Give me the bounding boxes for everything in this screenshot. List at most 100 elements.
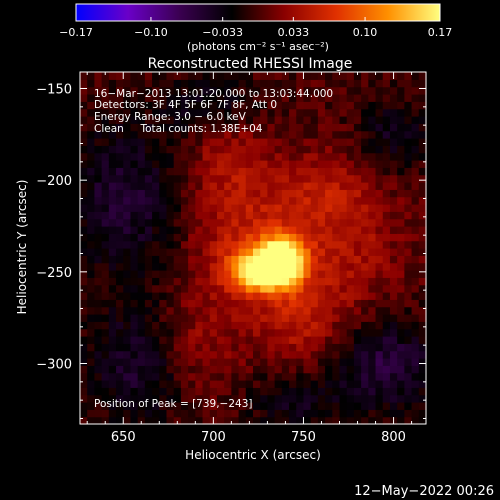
- heatmap-cell: [116, 86, 124, 95]
- heatmap-cell: [404, 284, 413, 293]
- heatmap-cell: [173, 328, 182, 337]
- heatmap-cell: [180, 248, 189, 256]
- heatmap-cell: [116, 79, 124, 88]
- heatmap-cell: [144, 343, 153, 352]
- heatmap-cell: [216, 299, 225, 308]
- heatmap-cell: [253, 255, 261, 264]
- heatmap-cell: [108, 79, 117, 88]
- heatmap-cell: [137, 372, 146, 381]
- heatmap-cell: [188, 145, 196, 154]
- heatmap-cell: [289, 394, 297, 403]
- heatmap-cell: [274, 189, 283, 198]
- heatmap-cell: [87, 409, 96, 418]
- heatmap-cell: [159, 211, 168, 220]
- heatmap-cell: [166, 152, 175, 161]
- heatmap-cell: [310, 394, 319, 403]
- heatmap-cell: [353, 277, 362, 286]
- heatmap-cell: [325, 160, 333, 168]
- heatmap-cell: [108, 226, 117, 234]
- heatmap-cell: [108, 86, 117, 95]
- heatmap-cell: [137, 79, 146, 88]
- heatmap-cell: [108, 116, 117, 124]
- heatmap-cell: [231, 174, 240, 183]
- heatmap-cell: [195, 101, 204, 110]
- heatmap-cell: [332, 387, 341, 396]
- heatmap-cell: [108, 160, 117, 168]
- heatmap-cell: [289, 314, 297, 322]
- heatmap-cell: [231, 101, 240, 110]
- heatmap-cell: [317, 402, 326, 410]
- heatmap-cell: [310, 262, 319, 271]
- heatmap-cell: [353, 306, 362, 315]
- heatmap-cell: [375, 270, 384, 278]
- heatmap-cell: [159, 299, 168, 308]
- x-tick-label: 750: [291, 430, 316, 445]
- heatmap-cell: [339, 365, 348, 374]
- heatmap-cell: [116, 138, 124, 146]
- heatmap-cell: [368, 182, 377, 190]
- heatmap-cell: [281, 116, 290, 124]
- heatmap-cell: [260, 380, 269, 388]
- heatmap-cell: [216, 387, 225, 396]
- heatmap-cell: [80, 152, 88, 161]
- heatmap-cell: [397, 233, 405, 242]
- heatmap-cell: [260, 358, 269, 366]
- heatmap-cell: [166, 306, 175, 315]
- heatmap-cell: [216, 372, 225, 381]
- heatmap-cell: [411, 314, 420, 322]
- heatmap-cell: [152, 116, 160, 124]
- heatmap-cell: [195, 255, 204, 264]
- heatmap-cell: [231, 372, 240, 381]
- heatmap-cell: [123, 306, 132, 315]
- heatmap-cell: [245, 152, 254, 161]
- heatmap-cell: [108, 211, 117, 220]
- heatmap-cell: [144, 204, 153, 212]
- heatmap-cell: [238, 306, 247, 315]
- heatmap-cell: [267, 416, 276, 425]
- heatmap-cell: [382, 262, 391, 271]
- heatmap-cell: [94, 328, 103, 337]
- heatmap-cell: [375, 72, 384, 80]
- heatmap-cell: [296, 299, 305, 308]
- heatmap-cell: [94, 108, 103, 117]
- heatmap-cell: [202, 380, 211, 388]
- heatmap-cell: [245, 409, 254, 418]
- heatmap-cell: [231, 204, 240, 212]
- heatmap-cell: [238, 123, 247, 132]
- heatmap-cell: [144, 79, 153, 88]
- heatmap-cell: [404, 328, 413, 337]
- heatmap-cell: [253, 365, 261, 374]
- heatmap-cell: [274, 94, 283, 102]
- heatmap-cell: [339, 321, 348, 330]
- heatmap-cell: [332, 365, 341, 374]
- heatmap-cell: [137, 233, 146, 242]
- heatmap-cell: [130, 299, 139, 308]
- heatmap-cell: [253, 160, 261, 168]
- heatmap-cell: [159, 372, 168, 381]
- heatmap-cell: [116, 189, 124, 198]
- heatmap-cell: [339, 248, 348, 256]
- heatmap-cell: [253, 79, 261, 88]
- heatmap-cell: [195, 402, 204, 410]
- heatmap-cell: [332, 123, 341, 132]
- heatmap-cell: [397, 343, 405, 352]
- heatmap-cell: [87, 372, 96, 381]
- heatmap-cell: [267, 270, 276, 278]
- heatmap-cell: [245, 270, 254, 278]
- heatmap-cell: [123, 86, 132, 95]
- heatmap-cell: [361, 196, 369, 205]
- heatmap-cell: [303, 86, 312, 95]
- heatmap-cell: [397, 350, 405, 359]
- heatmap-cell: [144, 233, 153, 242]
- heatmap-cell: [202, 262, 211, 271]
- heatmap-cell: [123, 94, 132, 102]
- heatmap-cell: [159, 387, 168, 396]
- heatmap-cell: [339, 86, 348, 95]
- heatmap-cell: [159, 321, 168, 330]
- heatmap-cell: [339, 174, 348, 183]
- heatmap-cell: [152, 387, 160, 396]
- heatmap-cell: [116, 270, 124, 278]
- heatmap-cell: [339, 336, 348, 344]
- heatmap-cell: [382, 101, 391, 110]
- heatmap-cell: [346, 130, 355, 139]
